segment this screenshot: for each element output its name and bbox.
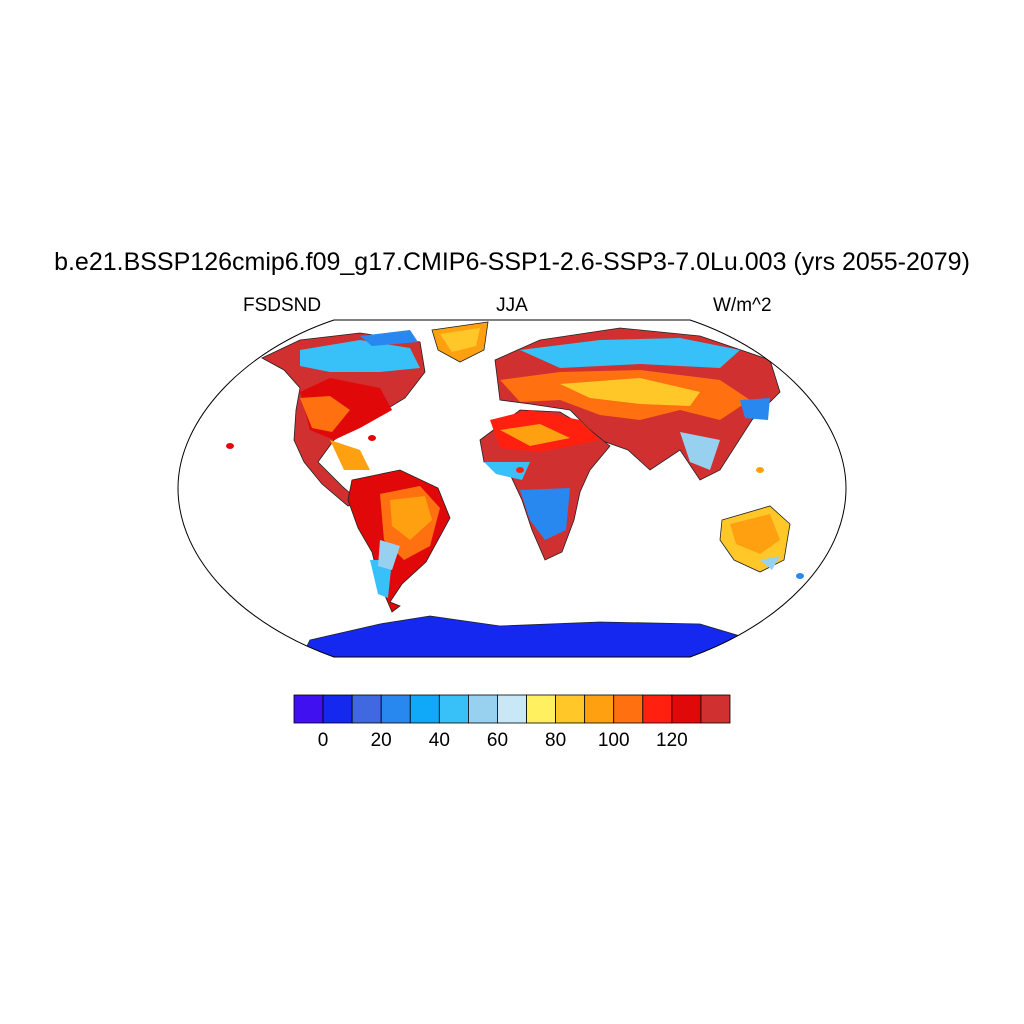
greenland-patch [440,328,480,352]
variable-label: FSDSND [243,295,322,316]
australia-patch [760,556,780,570]
africa-patch [500,424,570,446]
europe-asia-patch [520,338,740,368]
island-patch [756,467,764,473]
north-america-patch [330,440,370,470]
island-patch [796,573,804,579]
europe-asia-patch [740,398,770,420]
region-australia [719,505,791,573]
south-america-patch [370,560,392,598]
land-layer [226,321,804,657]
units-label: W/m^2 [713,295,772,316]
australia-patch [730,514,780,554]
region-north-america [261,330,426,507]
north-america-patch [300,396,350,432]
region-europe-asia [494,327,781,481]
antarctica-patch [299,615,741,657]
africa-patch [520,488,570,540]
colorbar-tick-label: 40 [428,730,450,751]
colorbar-swatch [497,694,527,724]
region-greenland [431,321,489,363]
colorbar-swatch [380,694,411,724]
colorbar-swatch [700,694,731,724]
colorbar-tick-label: 60 [486,730,509,751]
colorbar-swatch [293,694,324,724]
south-america-patch [378,540,400,570]
colorbar-swatch [613,694,644,724]
colorbar-tick-label: 20 [370,730,392,751]
colorbar-swatch [671,694,702,724]
europe-asia-patch [680,432,720,470]
colorbar-tick-label: 100 [597,730,630,751]
north-america-patch [300,340,420,372]
colorbar-swatch [322,694,353,724]
region-africa [479,409,611,561]
region-south-america [347,469,451,613]
region-antarctica [299,615,741,657]
colorbar-swatch [351,694,382,724]
colorbar [293,694,731,724]
colorbar-swatch [409,694,440,724]
colorbar-tick-label: 80 [545,730,567,751]
map-border [177,319,847,658]
colorbar-swatch [584,694,615,724]
north-america-patch [360,330,418,346]
season-label: JJA [496,295,528,316]
colorbar-swatch [526,694,556,724]
europe-asia-patch [560,378,700,406]
island-patch [516,467,524,473]
south-america-patch [390,496,432,540]
colorbar-swatch [467,694,498,724]
colorbar-swatch [555,694,586,724]
colorbar-swatch [438,694,469,724]
africa-patch [484,462,530,480]
figure-title: b.e21.BSSP126cmip6.f09_g17.CMIP6-SSP1-2.… [54,248,970,276]
colorbar-swatch [642,694,673,724]
colorbar-tick-label: 120 [656,730,688,751]
island-patch [226,443,234,449]
colorbar-labels: 0 20 40 60 80 100 120 [0,730,1024,760]
colorbar-tick-label: 0 [317,730,329,751]
island-patch [368,435,376,441]
